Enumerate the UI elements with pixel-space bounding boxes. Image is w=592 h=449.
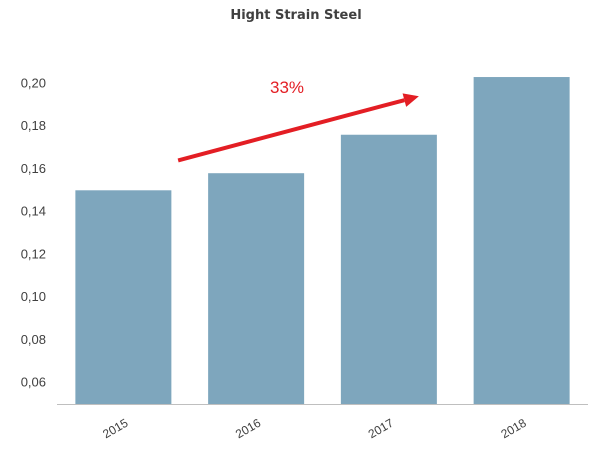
x-tick-label: 2016 xyxy=(233,416,263,442)
bar-2015 xyxy=(75,190,172,404)
y-tick-label: 0,12 xyxy=(21,246,46,261)
y-tick-label: 0,14 xyxy=(21,204,46,219)
annotation-label: 33% xyxy=(270,78,304,97)
chart-title: Hight Strain Steel xyxy=(230,8,362,23)
bar-2017 xyxy=(340,134,437,404)
y-tick-label: 0,16 xyxy=(21,161,46,176)
annotation-arrow-head xyxy=(402,93,419,107)
x-tick-label: 2017 xyxy=(366,416,396,442)
y-tick-label: 0,18 xyxy=(21,118,46,133)
bar-2016 xyxy=(208,173,305,404)
y-tick-label: 0,06 xyxy=(21,375,46,390)
y-tick-label: 0,08 xyxy=(21,332,46,347)
bar-2018 xyxy=(473,77,570,404)
y-tick-label: 0,10 xyxy=(21,289,46,304)
y-tick-label: 0,20 xyxy=(21,75,46,90)
x-tick-label: 2018 xyxy=(499,416,529,442)
x-tick-label: 2015 xyxy=(100,416,130,442)
annotation-arrow-line xyxy=(177,98,405,163)
